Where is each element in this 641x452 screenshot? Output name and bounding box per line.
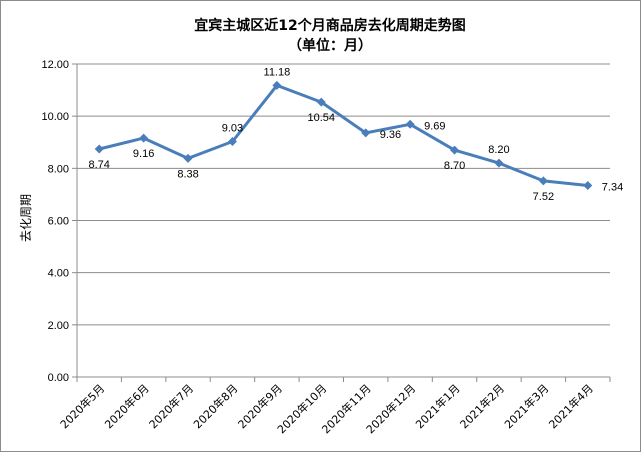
data-label: 7.34	[602, 182, 623, 194]
y-tick-label: 12.00	[41, 59, 69, 71]
x-tick-label: 2020年8月	[190, 381, 240, 431]
series-line-path	[99, 85, 588, 185]
data-label: 9.03	[222, 122, 243, 134]
y-axis-label: 去化周期	[19, 194, 33, 242]
y-tick-labels: 0.00 2.00 4.00 6.00 8.00 10.00 12.00	[41, 59, 69, 384]
data-point-marker	[139, 134, 148, 143]
data-point-marker	[539, 176, 548, 185]
data-label: 7.52	[533, 191, 554, 203]
gridlines	[72, 64, 610, 377]
chart-title: 宜宾主城区近12个月商品房去化周期走势图	[194, 17, 465, 34]
data-label: 8.70	[444, 160, 465, 172]
data-label: 10.54	[308, 112, 336, 124]
data-label: 8.74	[88, 159, 109, 171]
data-label: 11.18	[264, 66, 291, 78]
data-point-marker	[95, 145, 104, 154]
data-label: 9.16	[133, 148, 154, 160]
x-tick-label: 2020年5月	[57, 381, 107, 431]
x-tick-label: 2021年3月	[501, 381, 551, 431]
y-tick-label: 10.00	[41, 111, 69, 123]
y-tick-label: 6.00	[48, 216, 69, 228]
y-tick-label: 2.00	[48, 320, 69, 332]
x-tick-label: 2021年2月	[457, 381, 507, 431]
x-tick-label: 2021年4月	[546, 381, 596, 431]
y-tick-label: 8.00	[48, 163, 69, 175]
data-point-marker	[583, 181, 592, 190]
data-point-marker	[184, 154, 193, 163]
y-tick-label: 4.00	[48, 268, 69, 280]
y-tick-label: 0.00	[48, 372, 69, 384]
series-line	[95, 81, 593, 190]
data-label: 9.36	[380, 129, 401, 141]
x-tick-label: 2021年1月	[412, 381, 462, 431]
x-tick-label: 2020年6月	[102, 381, 152, 431]
line-chart: 宜宾主城区近12个月商品房去化周期走势图 （单位：月） 0.00 2.00 4.00…	[0, 0, 641, 452]
chart-subtitle: （单位：月）	[288, 37, 372, 54]
x-tick-labels: 2020年5月2020年6月2020年7月2020年8月2020年9月2020年…	[57, 381, 596, 436]
x-tick-label: 2020年7月	[146, 381, 196, 431]
data-label: 9.69	[424, 120, 445, 132]
data-point-marker	[494, 159, 503, 168]
axes	[77, 64, 610, 382]
data-label: 8.38	[177, 168, 198, 180]
data-label: 8.20	[488, 144, 509, 156]
